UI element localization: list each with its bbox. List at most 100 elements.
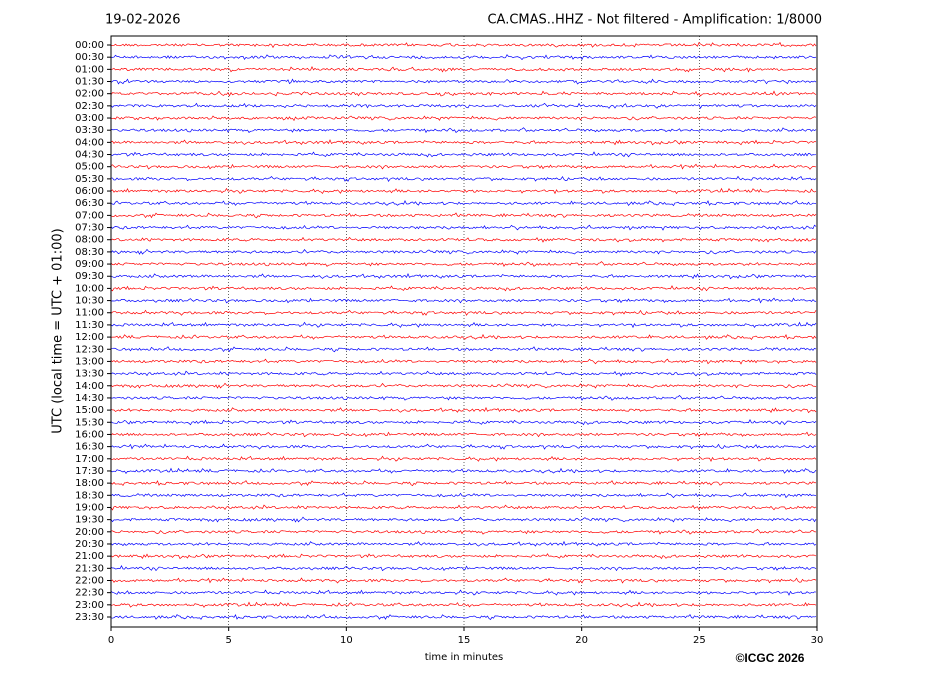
seismic-trace (110, 492, 817, 499)
y-tick-label: 08:00 (75, 235, 104, 246)
y-tick-label: 00:00 (75, 40, 104, 51)
y-tick-label: 20:00 (75, 527, 104, 538)
seismic-trace (110, 565, 817, 572)
seismic-trace (110, 224, 817, 231)
y-tick-label: 13:30 (75, 369, 104, 380)
seismic-trace (110, 285, 817, 292)
seismic-trace (110, 346, 817, 353)
x-tick-label: 25 (693, 635, 706, 646)
y-tick-label: 19:00 (75, 502, 104, 513)
seismic-trace (110, 90, 817, 97)
seismic-trace (110, 395, 817, 401)
y-tick-label: 09:00 (75, 259, 104, 270)
y-tick-label: 12:30 (75, 344, 104, 355)
y-tick-label: 04:00 (75, 137, 104, 148)
seismic-trace (110, 187, 817, 195)
seismic-trace (110, 54, 817, 61)
seismic-trace (110, 553, 817, 560)
seismic-trace (110, 248, 817, 255)
y-tick-label: 08:30 (75, 247, 104, 258)
seismic-trace (110, 139, 817, 146)
y-tick-label: 19:30 (75, 515, 104, 526)
y-tick-label: 23:30 (75, 612, 104, 623)
seismic-trace (110, 406, 817, 414)
y-tick-label: 05:30 (75, 174, 104, 185)
y-tick-label: 03:30 (75, 125, 104, 136)
y-tick-label: 20:30 (75, 539, 104, 550)
chart-title: 19-02-2026 (105, 13, 181, 28)
seismic-trace (110, 261, 817, 267)
seismic-trace (110, 480, 816, 487)
y-tick-label: 14:00 (75, 381, 104, 392)
plot-frame (110, 35, 818, 628)
seismic-trace (110, 151, 817, 158)
y-tick-label: 17:00 (75, 454, 104, 465)
y-tick-label: 22:30 (75, 588, 104, 599)
seismic-trace (110, 382, 817, 389)
seismic-trace (110, 504, 817, 511)
seismic-trace (110, 127, 817, 134)
y-tick-label: 10:00 (75, 283, 104, 294)
seismic-trace (110, 577, 817, 584)
seismic-trace (110, 613, 817, 620)
x-tick-label: 30 (811, 635, 824, 646)
y-tick-label: 21:30 (75, 563, 104, 574)
seismic-trace (110, 370, 817, 377)
y-tick-label: 05:00 (75, 162, 104, 173)
seismic-trace (110, 467, 817, 475)
seismic-trace (110, 199, 817, 207)
y-tick-label: 02:30 (75, 101, 104, 112)
chart-subtitle: CA.CMAS..HHZ - Not filtered - Amplificat… (487, 13, 822, 28)
y-tick-label: 21:00 (75, 551, 104, 562)
y-tick-label: 01:00 (75, 64, 104, 75)
y-axis-label: UTC (local time = UTC + 01:00) (51, 228, 66, 433)
seismic-trace (110, 601, 817, 608)
y-tick-label: 09:30 (75, 271, 104, 282)
y-tick-label: 11:00 (75, 308, 104, 319)
seismic-trace (110, 66, 817, 73)
y-tick-label: 23:00 (75, 600, 104, 611)
credit: ©ICGC 2026 (736, 651, 805, 665)
x-tick-label: 5 (225, 635, 231, 646)
x-tick-label: 10 (340, 635, 353, 646)
seismic-trace (110, 358, 817, 365)
x-tick-label: 20 (575, 635, 588, 646)
y-tick-label: 14:30 (75, 393, 104, 404)
seismic-trace (110, 528, 817, 535)
y-tick-label: 06:00 (75, 186, 104, 197)
seismic-trace (110, 309, 817, 316)
y-tick-label: 07:30 (75, 223, 104, 234)
y-tick-label: 16:30 (75, 442, 104, 453)
seismic-trace (110, 321, 817, 329)
seismic-trace (110, 431, 817, 438)
y-tick-label: 13:00 (75, 356, 104, 367)
y-tick-label: 18:30 (75, 490, 104, 501)
seismic-trace (110, 443, 817, 450)
seismic-trace (110, 419, 817, 426)
seismic-trace (110, 333, 817, 340)
seismic-trace (110, 41, 817, 49)
seismic-trace (110, 102, 817, 110)
y-tick-label: 04:30 (75, 150, 104, 161)
y-tick-label: 12:00 (75, 332, 104, 343)
y-tick-label: 16:00 (75, 429, 104, 440)
y-tick-label: 10:30 (75, 296, 104, 307)
seismic-trace (110, 540, 817, 547)
y-tick-label: 07:00 (75, 210, 104, 221)
x-axis-label: time in minutes (425, 652, 504, 663)
y-tick-label: 06:30 (75, 198, 104, 209)
y-tick-label: 15:30 (75, 417, 104, 428)
x-tick-label: 0 (108, 635, 114, 646)
x-tick-label: 15 (458, 635, 471, 646)
seismic-trace (110, 175, 817, 182)
y-tick-label: 03:00 (75, 113, 104, 124)
y-tick-label: 18:00 (75, 478, 104, 489)
y-tick-label: 17:30 (75, 466, 104, 477)
seismic-trace (110, 516, 817, 523)
seismic-trace (110, 163, 817, 170)
seismic-trace (110, 115, 817, 122)
seismic-trace (110, 273, 817, 280)
y-tick-label: 02:00 (75, 89, 104, 100)
